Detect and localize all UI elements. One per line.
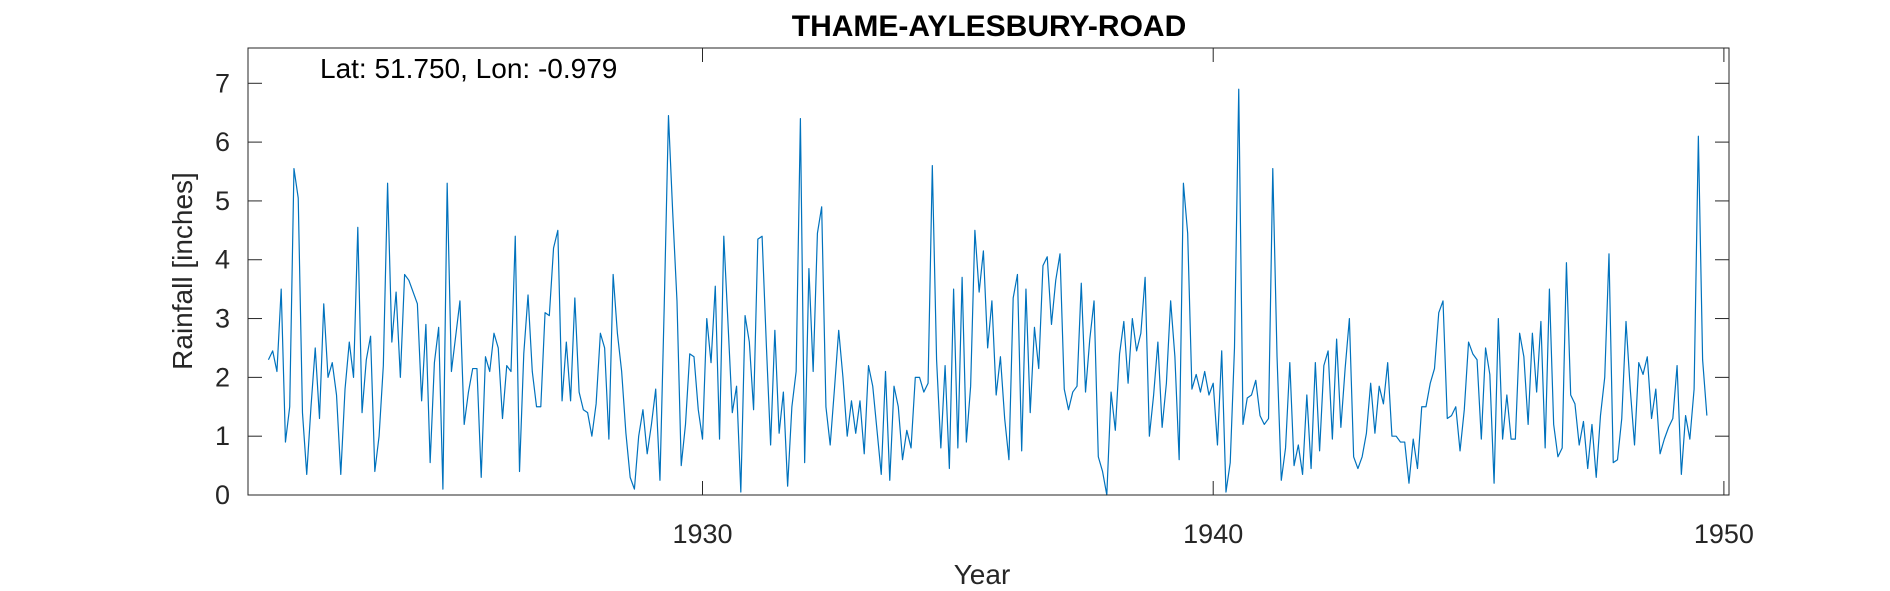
y-tick-label: 2	[215, 362, 230, 392]
x-axis-label: Year	[954, 559, 1011, 590]
series-line	[267, 88, 1708, 496]
x-tick-label: 1950	[1694, 519, 1754, 549]
x-tick-labels: 1930 1940 1950	[672, 519, 1753, 549]
location-annotation: Lat: 51.750, Lon: -0.979	[320, 53, 617, 84]
y-tick-label: 4	[215, 245, 230, 275]
y-tick-label: 0	[215, 480, 230, 510]
plot-area	[248, 48, 1729, 495]
x-tick-label: 1940	[1183, 519, 1243, 549]
y-tick-label: 3	[215, 304, 230, 334]
chart-title: THAME-AYLESBURY-ROAD	[792, 10, 1186, 43]
y-tick-label: 5	[215, 186, 230, 216]
y-tick-label: 1	[215, 421, 230, 451]
plot-frame	[247, 47, 1730, 496]
x-tick-label: 1930	[672, 519, 732, 549]
y-tick-label: 7	[215, 68, 230, 98]
y-tick-labels: 0 1 2 3 4 5 6 7	[215, 68, 230, 510]
axis-ticks	[248, 48, 1729, 496]
y-tick-label: 6	[215, 127, 230, 157]
y-axis-label: Rainfall [inches]	[167, 172, 198, 370]
